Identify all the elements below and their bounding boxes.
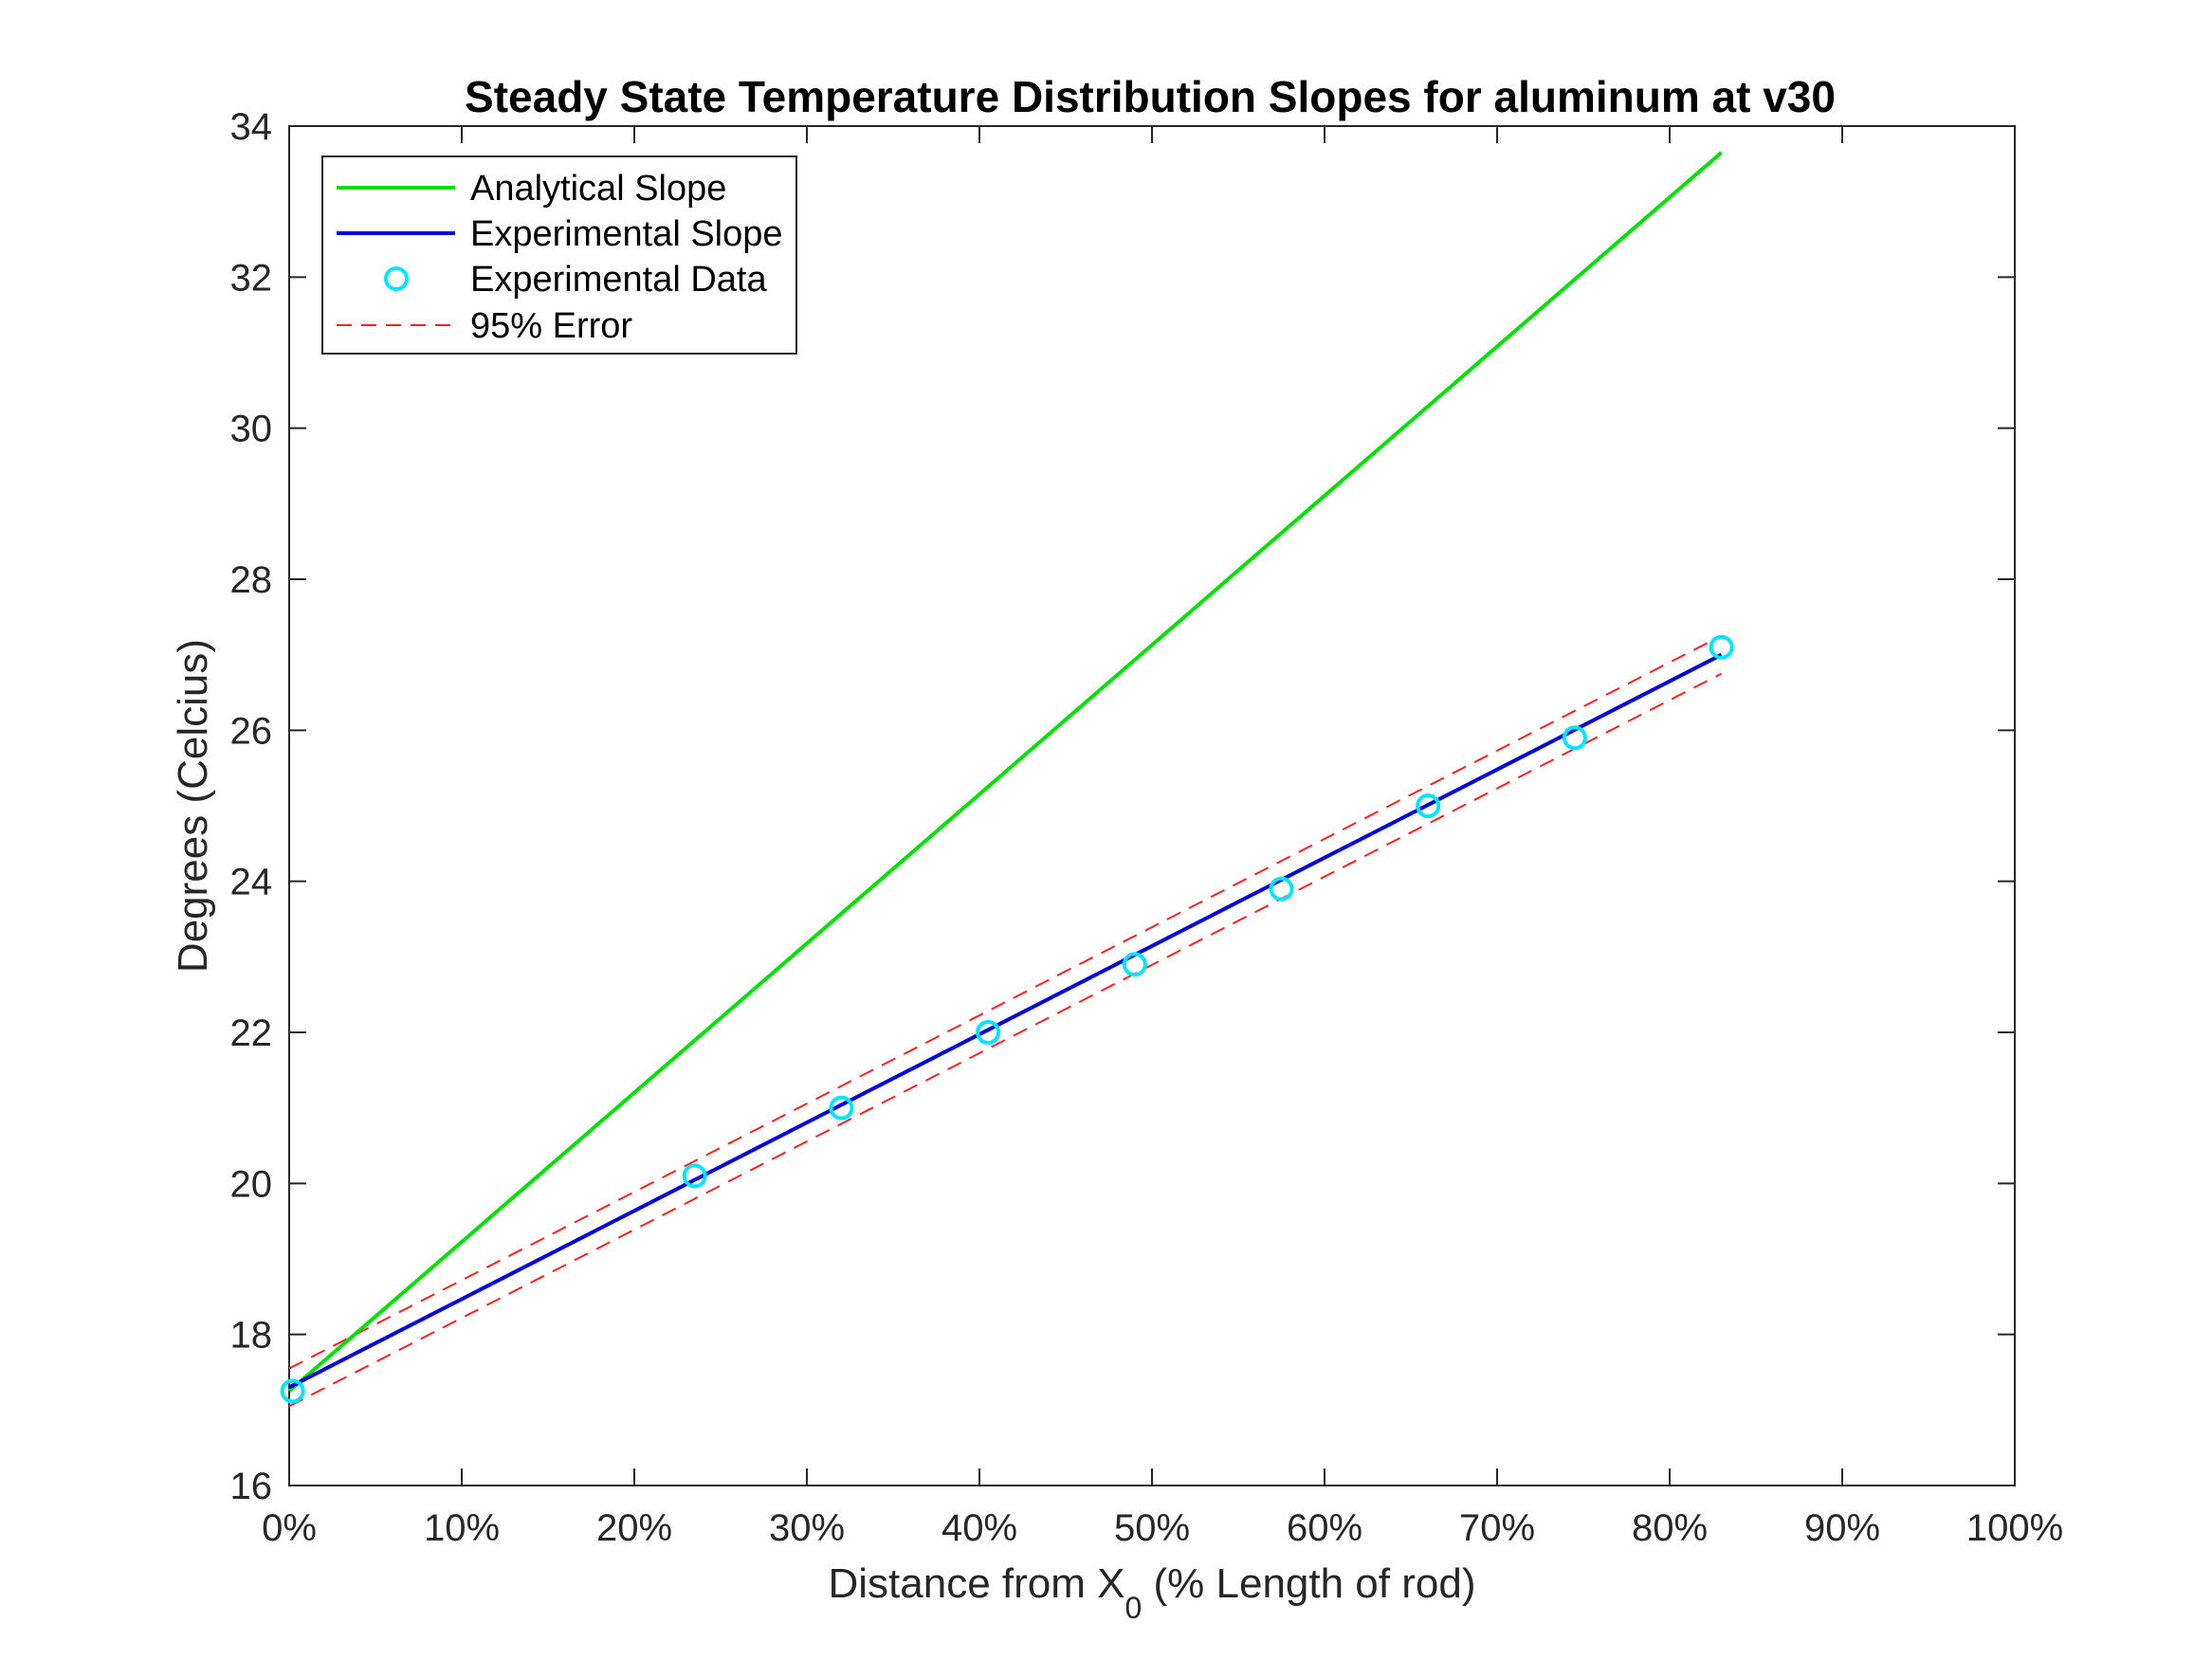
series-line-4 xyxy=(288,672,1723,1408)
x-tick-label: 40% xyxy=(941,1507,1017,1549)
x-tick-label: 0% xyxy=(262,1507,317,1549)
data-point xyxy=(280,1378,305,1404)
x-axis-label-rest: (% Length of rod) xyxy=(1142,1560,1475,1607)
data-point xyxy=(829,1095,854,1121)
data-point xyxy=(682,1163,707,1189)
series-line-0 xyxy=(287,151,1723,1393)
data-point xyxy=(1416,793,1441,818)
x-tick-label: 80% xyxy=(1632,1507,1708,1549)
y-tick-label: 32 xyxy=(230,257,273,299)
series-line-3 xyxy=(288,634,1723,1370)
series-layer xyxy=(280,151,1734,1408)
legend-label-experimental-data: Experimental Data xyxy=(470,260,767,300)
x-tick-label: 100% xyxy=(1966,1507,2063,1549)
data-point xyxy=(976,1020,1001,1045)
x-axis-label-subscript: 0 xyxy=(1124,1591,1142,1625)
y-tick-label: 24 xyxy=(230,862,273,903)
data-point xyxy=(1709,634,1734,660)
x-tick-label: 20% xyxy=(596,1507,672,1549)
chart-title: Steady State Temperature Distribution Sl… xyxy=(465,72,1836,121)
x-tick-label: 30% xyxy=(769,1507,845,1549)
x-axis: 0% 10% 20% 30% 40% 50% 60% 70% 80% 90% 100% xyxy=(262,126,2063,1549)
y-tick-label: 28 xyxy=(230,559,273,601)
y-axis: 16 18 20 22 24 26 28 30 32 34 xyxy=(230,106,2015,1507)
y-tick-label: 18 xyxy=(230,1315,273,1357)
y-axis-label: Degrees (Celcius) xyxy=(170,639,216,973)
x-axis-label-main: Distance from X xyxy=(829,1560,1125,1607)
x-tick-label: 10% xyxy=(424,1507,500,1549)
data-point xyxy=(1122,952,1147,977)
legend-label-experimental-slope: Experimental Slope xyxy=(470,214,783,254)
y-tick-label: 34 xyxy=(230,106,273,148)
y-tick-label: 22 xyxy=(230,1012,273,1054)
y-tick-label: 16 xyxy=(230,1466,273,1507)
x-axis-label: Distance from X0 (% Length of rod) xyxy=(829,1560,1476,1625)
legend-label-95-error: 95% Error xyxy=(470,306,632,346)
data-point xyxy=(1562,725,1587,751)
y-tick-label: 26 xyxy=(230,710,273,752)
legend: Analytical Slope Experimental Slope Expe… xyxy=(321,155,797,355)
y-tick-label: 20 xyxy=(230,1163,273,1205)
x-tick-label: 50% xyxy=(1114,1507,1190,1549)
legend-label-analytical-slope: Analytical Slope xyxy=(470,169,726,209)
x-tick-label: 90% xyxy=(1804,1507,1880,1549)
series-line-1 xyxy=(288,652,1723,1390)
x-tick-label: 60% xyxy=(1287,1507,1362,1549)
y-tick-label: 30 xyxy=(230,409,273,450)
legend-swatch-experimental-data xyxy=(384,266,409,291)
data-point xyxy=(1269,876,1294,902)
x-tick-label: 70% xyxy=(1459,1507,1535,1549)
